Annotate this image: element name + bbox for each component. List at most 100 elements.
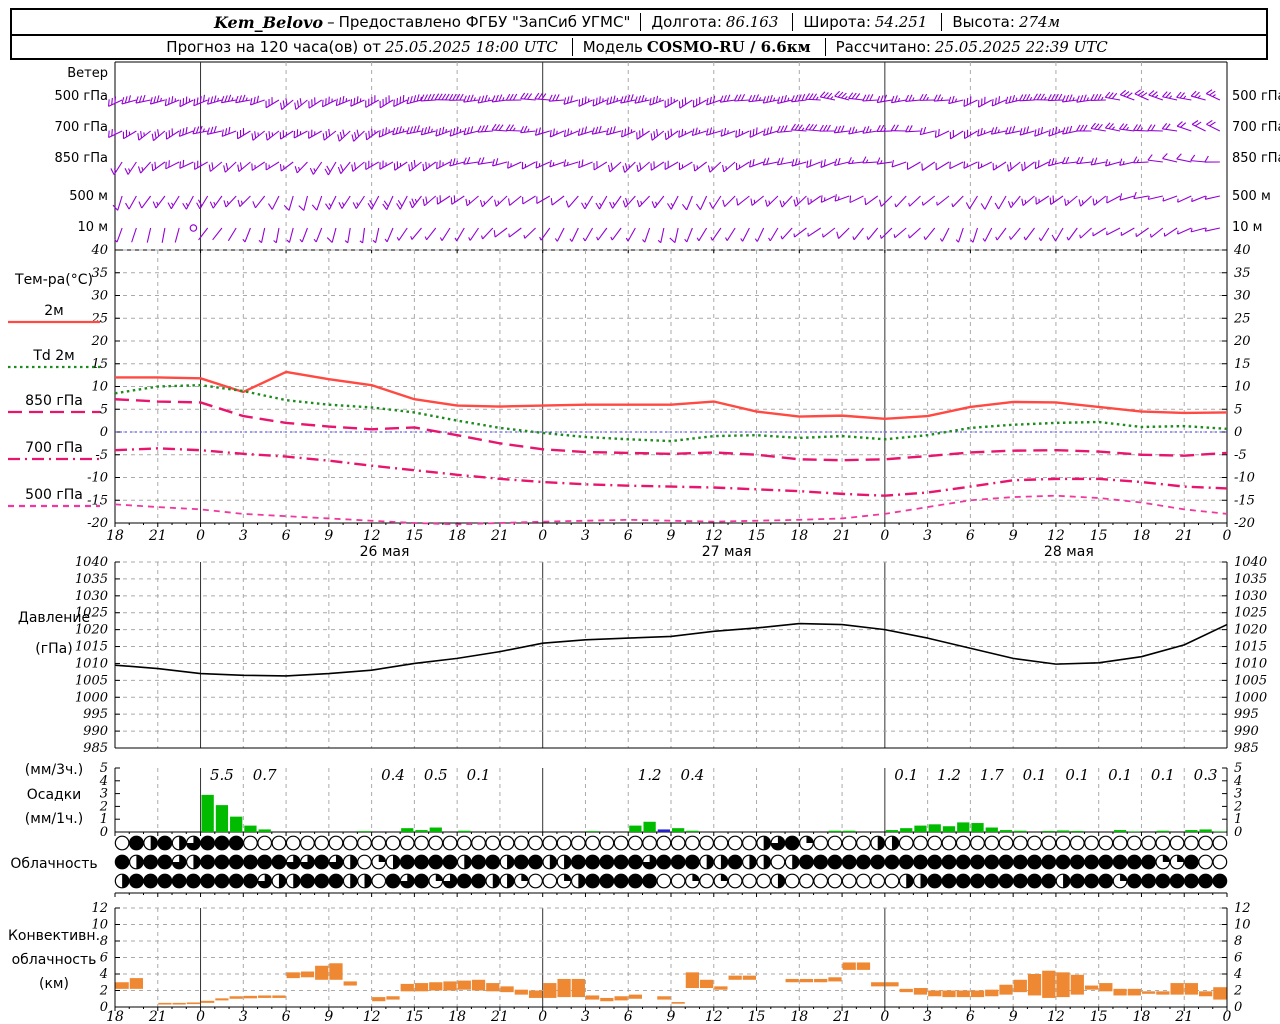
svg-text:1020: 1020 (75, 623, 108, 638)
svg-text:10: 10 (91, 918, 108, 933)
svg-text:1025: 1025 (1234, 606, 1267, 621)
svg-text:4: 4 (99, 967, 108, 982)
svg-text:-10: -10 (1234, 471, 1255, 486)
svg-text:5: 5 (1234, 402, 1242, 417)
svg-text:995: 995 (1234, 707, 1259, 722)
svg-text:990: 990 (83, 724, 108, 739)
header-dash: – (327, 13, 335, 31)
svg-text:15: 15 (405, 1009, 423, 1024)
conv-panel-title-2: облачность (11, 952, 97, 968)
svg-text:15: 15 (748, 528, 766, 544)
station-name: Kem_Belovo (213, 12, 324, 32)
svg-text:2: 2 (1233, 984, 1242, 999)
svg-text:0: 0 (1234, 425, 1242, 440)
svg-text:1020: 1020 (1234, 623, 1267, 638)
temp-panel-title: Тем-ра(°C) (15, 272, 93, 288)
svg-text:6: 6 (966, 1009, 975, 1024)
svg-text:5.5: 5.5 (210, 766, 234, 784)
svg-text:15: 15 (405, 528, 423, 544)
longitude-value: 86.163 (725, 13, 779, 31)
svg-text:1005: 1005 (75, 673, 108, 688)
svg-text:20: 20 (1233, 334, 1251, 349)
svg-text:3: 3 (239, 1009, 248, 1024)
svg-text:1010: 1010 (1234, 656, 1267, 671)
svg-text:12: 12 (1047, 528, 1065, 544)
svg-text:1: 1 (100, 812, 108, 827)
svg-text:6: 6 (1234, 951, 1242, 966)
wind-level-500hpa-left: 500 гПа (54, 89, 108, 104)
model-label: Модель (582, 38, 643, 56)
temp-legend-700hpa: 700 гПа (25, 440, 83, 456)
svg-text:0.1: 0.1 (467, 766, 491, 784)
svg-text:0.7: 0.7 (253, 766, 277, 784)
svg-text:3: 3 (923, 1009, 932, 1024)
wind-level-500m-left: 500 м (69, 189, 108, 204)
svg-text:1015: 1015 (1234, 640, 1267, 655)
latitude-value: 54.251 (874, 13, 928, 31)
svg-text:18: 18 (790, 1009, 808, 1024)
svg-text:30: 30 (1234, 289, 1251, 304)
temp-legend-swatches (8, 320, 100, 508)
svg-text:985: 985 (83, 741, 108, 756)
latitude-label: Широта: (803, 13, 871, 31)
svg-text:18: 18 (448, 528, 466, 544)
wind-level-850hpa-right: 850 гПа (1232, 151, 1280, 166)
svg-text:1000: 1000 (1234, 690, 1267, 705)
svg-text:0.1: 0.1 (1108, 766, 1132, 784)
svg-text:18: 18 (106, 1009, 124, 1024)
wind-level-10m-left: 10 м (77, 220, 108, 235)
header-separator (941, 13, 943, 31)
svg-text:15: 15 (91, 357, 108, 372)
header-separator (640, 13, 642, 31)
svg-text:1000: 1000 (75, 690, 108, 705)
svg-text:8: 8 (1234, 934, 1242, 949)
wind-level-10m-right: 10 м (1232, 220, 1263, 235)
wind-barbs-layer (107, 89, 1221, 244)
svg-text:-5: -5 (95, 448, 108, 463)
svg-text:2: 2 (99, 799, 108, 814)
svg-text:35: 35 (1234, 266, 1251, 281)
temp-legend-500hpa: 500 гПа (25, 487, 83, 503)
temp-legend-td2m: Td 2м (33, 348, 75, 364)
svg-text:1030: 1030 (75, 589, 108, 604)
svg-text:8: 8 (100, 934, 108, 949)
svg-text:0: 0 (100, 1000, 108, 1015)
svg-text:9: 9 (667, 1009, 676, 1024)
svg-text:15: 15 (1090, 1009, 1108, 1024)
svg-text:18: 18 (1133, 528, 1151, 544)
svg-text:-5: -5 (1234, 448, 1247, 463)
svg-text:40: 40 (1233, 243, 1251, 258)
svg-text:0.1: 0.1 (1065, 766, 1089, 784)
svg-text:27 мая: 27 мая (702, 544, 752, 560)
svg-text:10: 10 (1234, 380, 1251, 395)
svg-text:18: 18 (790, 528, 808, 544)
svg-text:2: 2 (1233, 799, 1242, 814)
svg-text:3: 3 (923, 528, 932, 544)
svg-text:6: 6 (282, 528, 291, 544)
svg-text:0: 0 (880, 1009, 889, 1024)
provider-text: Предоставлено ФГБУ "ЗапСиб УГМС" (338, 13, 631, 31)
svg-text:21: 21 (1174, 528, 1193, 544)
svg-text:1025: 1025 (75, 606, 108, 621)
svg-text:10: 10 (1234, 918, 1251, 933)
svg-text:3: 3 (100, 787, 108, 802)
svg-text:30: 30 (91, 289, 108, 304)
altitude-value: 274м (1018, 13, 1061, 31)
svg-text:-15: -15 (1234, 493, 1255, 508)
cloud-panel-title: Облачность (10, 856, 98, 872)
svg-text:18: 18 (1133, 1009, 1151, 1024)
svg-text:5: 5 (100, 402, 108, 417)
svg-text:0: 0 (1223, 1009, 1232, 1024)
svg-text:5: 5 (100, 761, 108, 776)
svg-text:4: 4 (99, 774, 108, 789)
svg-text:12: 12 (91, 901, 108, 916)
svg-text:21: 21 (832, 1009, 851, 1024)
model-value: COSMO-RU / 6.6км (646, 38, 811, 56)
svg-text:0: 0 (1234, 825, 1242, 840)
svg-text:6: 6 (624, 1009, 633, 1024)
svg-text:1005: 1005 (1234, 673, 1267, 688)
svg-text:1015: 1015 (75, 640, 108, 655)
svg-text:990: 990 (1234, 724, 1259, 739)
wind-level-700hpa-right: 700 гПа (1232, 120, 1280, 135)
